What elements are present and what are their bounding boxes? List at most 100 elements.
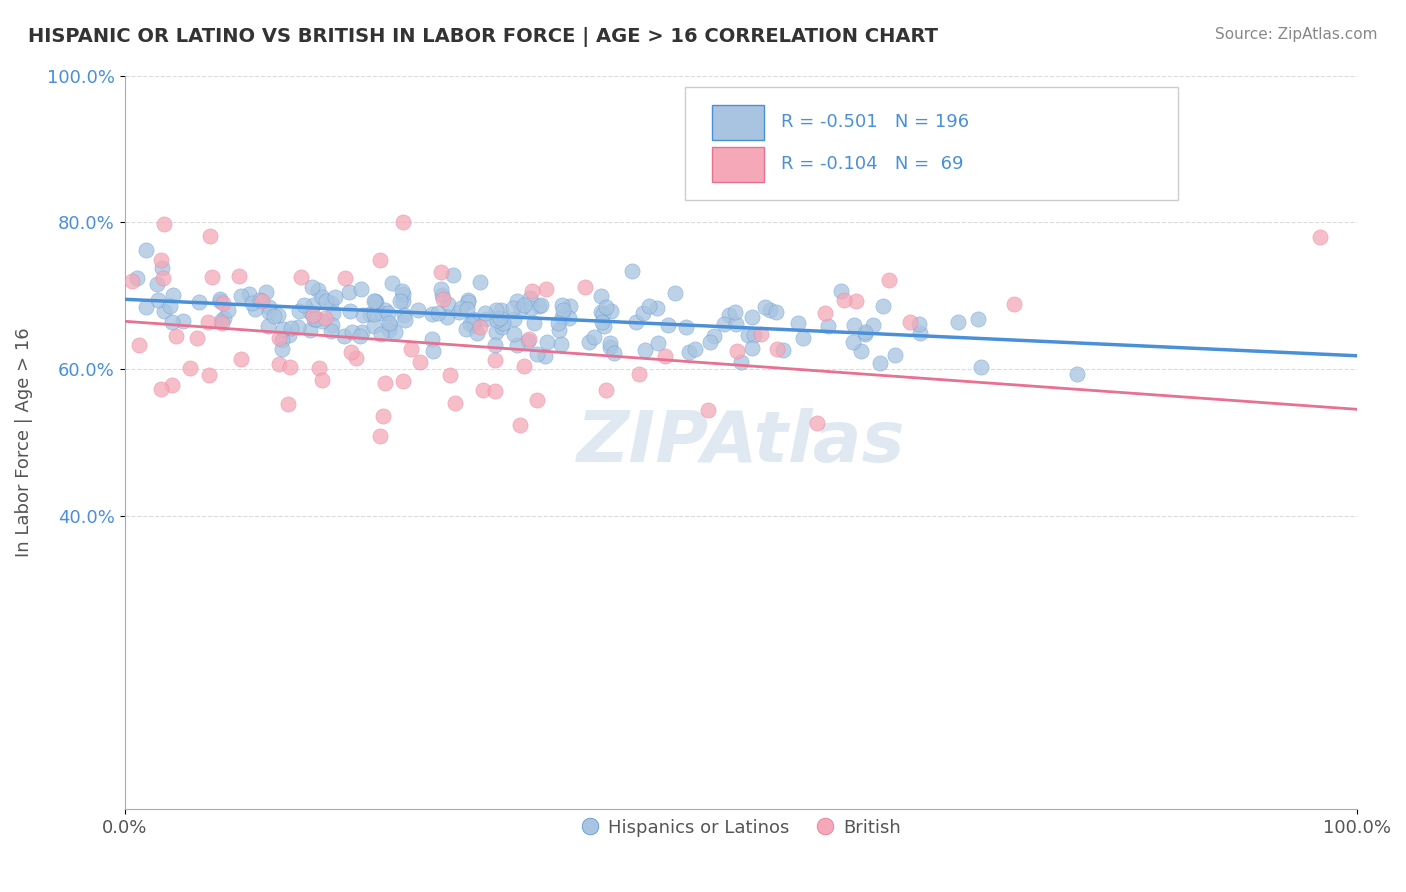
Point (484, 384, 506, 399)
Point (436, 310, 458, 324)
Point (153, 218, 176, 232)
Point (391, 284, 413, 298)
Point (534, 282, 557, 296)
Point (647, 336, 669, 351)
Point (301, 308, 323, 322)
Point (422, 332, 444, 346)
Point (474, 305, 496, 319)
Point (551, 298, 574, 312)
Point (948, 315, 970, 329)
Point (766, 343, 789, 357)
Point (595, 383, 617, 397)
Point (872, 299, 894, 313)
Point (599, 336, 621, 351)
Point (162, 288, 184, 302)
Point (277, 397, 299, 411)
Point (841, 335, 863, 350)
Point (333, 271, 356, 285)
Point (536, 334, 558, 349)
Point (484, 338, 506, 352)
Text: ZIPAtlas: ZIPAtlas (576, 408, 905, 477)
Point (201, 269, 224, 284)
Point (741, 341, 763, 355)
Point (420, 308, 443, 322)
Point (754, 301, 776, 315)
Point (456, 301, 478, 316)
Point (259, 305, 281, 319)
Point (406, 303, 429, 318)
Point (392, 309, 415, 323)
Point (370, 327, 392, 342)
Point (474, 312, 496, 326)
Point (399, 342, 422, 356)
Point (489, 303, 512, 318)
Point (844, 318, 866, 333)
Point (188, 294, 211, 309)
Point (200, 228, 222, 243)
Point (718, 308, 741, 322)
Point (506, 293, 529, 308)
Point (749, 327, 772, 342)
Point (742, 328, 765, 343)
Point (550, 336, 572, 351)
Point (135, 300, 157, 314)
Point (391, 214, 413, 228)
Point (301, 297, 323, 311)
Point (491, 316, 513, 330)
Point (339, 304, 361, 318)
Point (152, 271, 174, 285)
Point (1066, 368, 1088, 382)
Point (391, 286, 413, 301)
Point (503, 312, 526, 326)
Point (578, 335, 600, 350)
Point (160, 377, 183, 392)
Point (243, 302, 266, 317)
Point (530, 298, 553, 312)
Point (908, 317, 931, 331)
Point (186, 330, 208, 344)
Point (240, 295, 263, 310)
Text: R = -0.501   N = 196: R = -0.501 N = 196 (782, 113, 970, 131)
Point (135, 243, 157, 257)
Point (165, 329, 187, 343)
Point (603, 345, 626, 359)
Point (340, 344, 363, 359)
Point (506, 337, 529, 351)
Point (370, 305, 392, 319)
Point (457, 295, 479, 310)
Point (363, 307, 385, 321)
Point (305, 311, 328, 326)
Point (257, 319, 280, 334)
Point (713, 317, 735, 331)
Point (724, 305, 747, 319)
Point (526, 347, 548, 361)
Point (461, 314, 484, 328)
Point (592, 319, 614, 334)
Point (302, 311, 325, 326)
Point (547, 316, 569, 330)
Point (484, 326, 506, 340)
Point (430, 265, 453, 279)
Point (321, 318, 343, 333)
FancyBboxPatch shape (685, 87, 1178, 200)
Point (484, 353, 506, 368)
Point (520, 284, 543, 298)
Point (364, 294, 387, 309)
Point (340, 325, 363, 339)
Point (589, 304, 612, 318)
Point (502, 301, 524, 315)
Point (231, 352, 253, 367)
Point (422, 343, 444, 358)
Point (378, 318, 401, 332)
Point (1004, 297, 1026, 311)
Point (517, 332, 540, 346)
Point (315, 294, 337, 309)
Point (212, 296, 235, 310)
Point (517, 334, 540, 349)
Point (657, 318, 679, 332)
Point (675, 320, 697, 334)
Point (254, 285, 277, 299)
Point (377, 306, 399, 320)
Point (311, 374, 333, 388)
Point (737, 328, 759, 343)
